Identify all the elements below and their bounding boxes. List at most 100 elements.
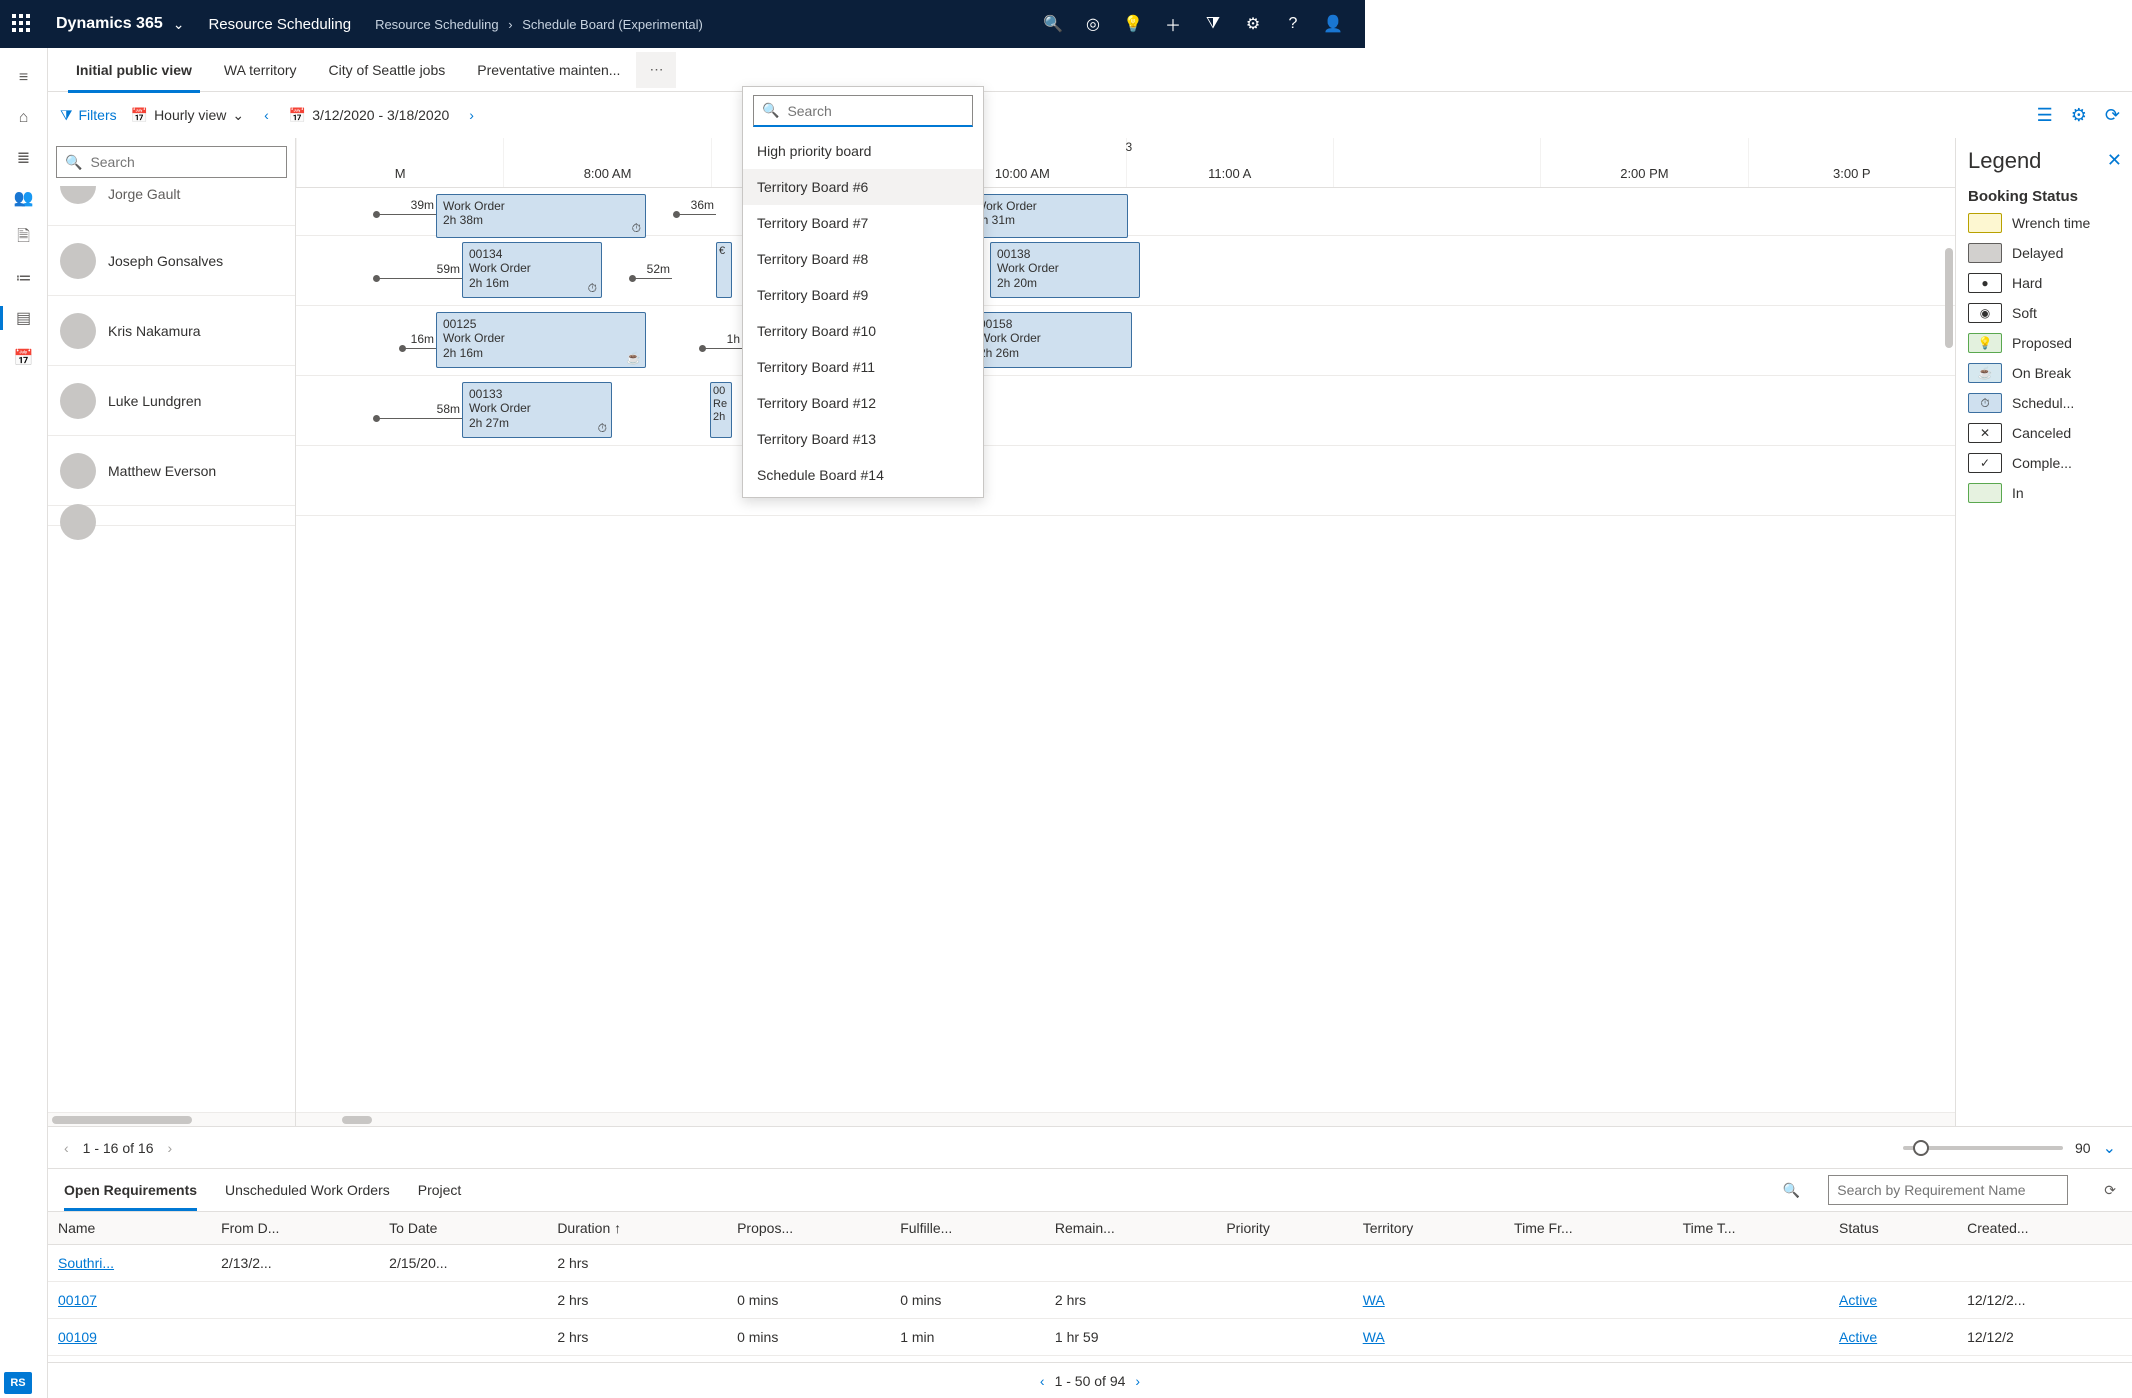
board-picker-item[interactable]: Territory Board #12 <box>743 385 983 421</box>
next-range-button[interactable]: › <box>463 107 480 123</box>
resource-row[interactable]: Luke Lundgren <box>48 366 295 436</box>
table-header-cell[interactable]: Time T... <box>1673 1212 1829 1245</box>
date-range-picker[interactable]: 📅 3/12/2020 - 3/18/2020 <box>289 107 449 124</box>
board-picker-item[interactable]: Territory Board #13 <box>743 421 983 457</box>
resource-row[interactable]: Joseph Gonsalves <box>48 226 295 296</box>
link[interactable]: Active <box>1839 1292 1877 1308</box>
view-selector[interactable]: 📅 Hourly view ⌄ <box>131 107 245 124</box>
link[interactable]: 00107 <box>58 1292 97 1308</box>
booking-block[interactable]: 00133Work Order2h 27m⏱ <box>462 382 612 438</box>
requirements-tab[interactable]: Unscheduled Work Orders <box>225 1169 390 1211</box>
requirements-tab[interactable]: Project <box>418 1169 462 1211</box>
gantt-row[interactable]: 59m52mm00134Work Order2h 16m⏱00138Work O… <box>296 236 1955 306</box>
gantt-body[interactable]: 39m36mWork Order2h 38m⏱Work Order2h 31m5… <box>296 188 1955 1112</box>
board-settings-icon[interactable]: ⚙ <box>2071 105 2087 126</box>
gantt-row[interactable] <box>296 446 1955 516</box>
booking-block[interactable]: 00158Work Order2h 26m <box>972 312 1132 368</box>
people-icon[interactable]: 👥 <box>0 178 48 218</box>
table-header-cell[interactable]: Status <box>1829 1212 1957 1245</box>
brand-chevron-icon[interactable]: ⌄ <box>173 16 185 33</box>
link[interactable]: Southri... <box>58 1255 114 1271</box>
link[interactable]: WA <box>1363 1329 1385 1345</box>
board-picker-item[interactable]: Territory Board #10 <box>743 313 983 349</box>
breadcrumb-root[interactable]: Resource Scheduling <box>375 17 499 32</box>
table-header-cell[interactable]: Created... <box>1957 1212 2132 1245</box>
board-tab[interactable]: City of Seattle jobs <box>313 48 462 92</box>
board-tab[interactable]: WA territory <box>208 48 313 92</box>
table-row[interactable]: 001092 hrs0 mins1 min1 hr 59WAActive12/1… <box>48 1319 2132 1356</box>
booking-block[interactable]: 00134Work Order2h 16m⏱ <box>462 242 602 298</box>
gantt-h-scrollbar[interactable] <box>296 1112 1955 1126</box>
people-list-icon[interactable]: ≣ <box>0 138 48 178</box>
zoom-slider[interactable] <box>1903 1146 2063 1150</box>
table-header-cell[interactable]: Territory <box>1353 1212 1504 1245</box>
help-icon[interactable]: ? <box>1273 15 1313 33</box>
table-header-cell[interactable]: Name <box>48 1212 211 1245</box>
gantt-row[interactable]: 16m1h00125Work Order2h 16m☕00158Work Ord… <box>296 306 1955 376</box>
resource-h-scrollbar[interactable] <box>48 1112 295 1126</box>
booking-block[interactable]: 00138Work Order2h 20m <box>990 242 1140 298</box>
pager-next-icon[interactable]: › <box>168 1140 173 1156</box>
document-icon[interactable]: 🗎 <box>0 218 48 258</box>
booking-block[interactable]: 00125Work Order2h 16m☕ <box>436 312 646 368</box>
board-tab[interactable]: Preventative mainten... <box>461 48 636 92</box>
board-picker-item[interactable]: Schedule Board #14 <box>743 457 983 493</box>
list-icon[interactable]: ≔ <box>0 258 48 298</box>
more-tabs-button[interactable]: ⋯ <box>636 52 676 88</box>
booking-block[interactable]: Work Order2h 31m <box>968 194 1128 238</box>
prev-range-button[interactable]: ‹ <box>258 107 275 123</box>
table-header-cell[interactable]: Propos... <box>727 1212 890 1245</box>
req-refresh-icon[interactable]: ⟳ <box>2104 1182 2116 1199</box>
board-picker-item[interactable]: Territory Board #9 <box>743 277 983 313</box>
lightbulb-icon[interactable]: 💡 <box>1113 14 1153 34</box>
requirement-search-box[interactable] <box>1828 1175 2068 1205</box>
table-header-cell[interactable]: To Date <box>379 1212 547 1245</box>
booking-block[interactable]: 00 Re 2h <box>710 382 732 438</box>
gantt-row[interactable]: 39m36mWork Order2h 38m⏱Work Order2h 31m <box>296 188 1955 236</box>
pager-prev-icon[interactable]: ‹ <box>64 1140 69 1156</box>
table-header-cell[interactable]: Remain... <box>1045 1212 1216 1245</box>
link[interactable]: 00109 <box>58 1329 97 1345</box>
link[interactable]: WA <box>1363 1292 1385 1308</box>
add-icon[interactable]: ＋ <box>1153 12 1193 36</box>
search-icon[interactable]: 🔍 <box>1033 14 1073 34</box>
resource-row[interactable]: Matthew Everson <box>48 436 295 506</box>
board-picker-item[interactable]: Territory Board #8 <box>743 241 983 277</box>
table-header-cell[interactable]: Time Fr... <box>1504 1212 1673 1245</box>
requirements-tab[interactable]: Open Requirements <box>64 1169 197 1211</box>
gantt-v-scrollbar[interactable] <box>1943 188 1955 1112</box>
rs-badge[interactable]: RS <box>4 1372 32 1394</box>
table-header-cell[interactable]: Priority <box>1216 1212 1352 1245</box>
booking-block[interactable]: Work Order2h 38m⏱ <box>436 194 646 238</box>
table-header-cell[interactable]: From D... <box>211 1212 379 1245</box>
board-picker-search[interactable]: 🔍 <box>753 95 973 127</box>
schedule-board-icon[interactable]: ▤ <box>0 298 48 338</box>
board-picker-item[interactable]: Territory Board #11 <box>743 349 983 385</box>
task-icon[interactable]: ◎ <box>1073 14 1113 34</box>
board-picker-item[interactable]: Territory Board #6 <box>743 169 983 205</box>
legend-close-icon[interactable]: ✕ <box>2107 150 2122 171</box>
filters-button[interactable]: ⧩ Filters <box>60 107 117 124</box>
table-row[interactable]: 001072 hrs0 mins0 mins2 hrsWAActive12/12… <box>48 1282 2132 1319</box>
resource-search-box[interactable]: 🔍 <box>56 146 287 178</box>
settings-icon[interactable]: ⚙ <box>1233 14 1273 34</box>
req-prev-icon[interactable]: ‹ <box>1040 1373 1045 1389</box>
table-header-cell[interactable]: Fulfille... <box>890 1212 1045 1245</box>
calendar-icon[interactable]: 📅 <box>0 338 48 378</box>
table-row[interactable]: Southri...2/13/2...2/15/20...2 hrs <box>48 1245 2132 1282</box>
zoom-chevron-icon[interactable]: ⌄ <box>2103 1138 2116 1158</box>
booking-block[interactable]: € <box>716 242 732 298</box>
board-picker-item[interactable]: High priority board <box>743 133 983 169</box>
board-picker-item[interactable]: Territory Board #7 <box>743 205 983 241</box>
gantt-row[interactable]: 58m00133Work Order2h 27m⏱00 Re 2h <box>296 376 1955 446</box>
resource-row[interactable]: Jorge Gault <box>48 186 295 226</box>
board-picker-input[interactable] <box>787 103 968 119</box>
refresh-icon[interactable]: ⟳ <box>2105 105 2120 126</box>
home-icon[interactable]: ⌂ <box>0 98 48 138</box>
filter-icon[interactable]: ⧩ <box>1193 15 1233 33</box>
app-launcher-icon[interactable] <box>12 14 32 34</box>
requirement-search-input[interactable] <box>1837 1182 2059 1198</box>
account-icon[interactable]: 👤 <box>1313 14 1353 34</box>
list-view-icon[interactable]: ☰ <box>2037 105 2053 126</box>
board-tab[interactable]: Initial public view <box>60 48 208 92</box>
